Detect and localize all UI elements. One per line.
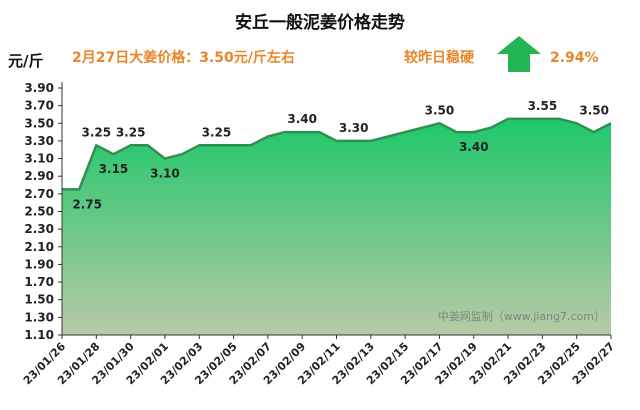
data-label: 3.25 <box>202 125 232 139</box>
y-tick-label: 3.50 <box>24 116 54 130</box>
data-label: 3.15 <box>99 162 129 176</box>
trend-text: 较昨日稳硬 <box>404 49 475 66</box>
data-label: 3.55 <box>528 99 558 113</box>
data-label: 3.30 <box>339 121 369 135</box>
change-percent: 2.94% <box>550 50 599 66</box>
data-label: 3.25 <box>116 125 146 139</box>
up-arrow-icon <box>497 36 541 72</box>
y-tick-label: 1.30 <box>24 310 54 324</box>
data-label: 2.75 <box>72 197 102 211</box>
y-tick-label: 3.90 <box>24 81 54 95</box>
y-tick-label: 1.90 <box>24 257 54 271</box>
data-label: 3.50 <box>579 103 609 117</box>
y-tick-label: 2.90 <box>24 169 54 183</box>
data-label: 3.40 <box>287 112 317 126</box>
x-axis: 23/01/2623/01/2823/01/3023/02/0123/02/03… <box>21 334 617 387</box>
y-tick-label: 2.50 <box>24 205 54 219</box>
price-area <box>62 118 611 336</box>
y-tick-label: 3.70 <box>24 99 54 113</box>
y-tick-label: 3.10 <box>24 152 54 166</box>
data-labels: 2.75 3.25 3.15 3.25 3.10 3.25 3.40 3.30 3.50 3.40… <box>72 99 609 212</box>
data-label: 3.10 <box>150 167 180 181</box>
data-label: 3.40 <box>459 140 489 154</box>
price-info: 2月27日大姜价格：3.50元/斤左右 <box>72 49 295 66</box>
y-axis: 1.10 1.30 1.50 1.70 1.90 2.10 2.30 2.50 2.70 2.90… <box>24 81 63 342</box>
y-tick-label: 1.10 <box>24 328 54 342</box>
y-tick-label: 2.70 <box>24 187 54 201</box>
data-label: 3.25 <box>82 125 112 139</box>
y-tick-label: 3.30 <box>24 134 54 148</box>
watermark: 中姜网监制（www.jiang7.com） <box>438 309 605 323</box>
y-tick-label: 1.70 <box>24 275 54 289</box>
unit-label: 元/斤 <box>8 52 43 70</box>
price-line <box>62 117 612 191</box>
y-tick-label: 2.10 <box>24 240 54 254</box>
y-tick-label: 2.30 <box>24 222 54 236</box>
y-tick-label: 1.50 <box>24 293 54 307</box>
data-label: 3.50 <box>425 103 455 117</box>
chart-title: 安丘一般泥姜价格走势 <box>235 12 405 33</box>
